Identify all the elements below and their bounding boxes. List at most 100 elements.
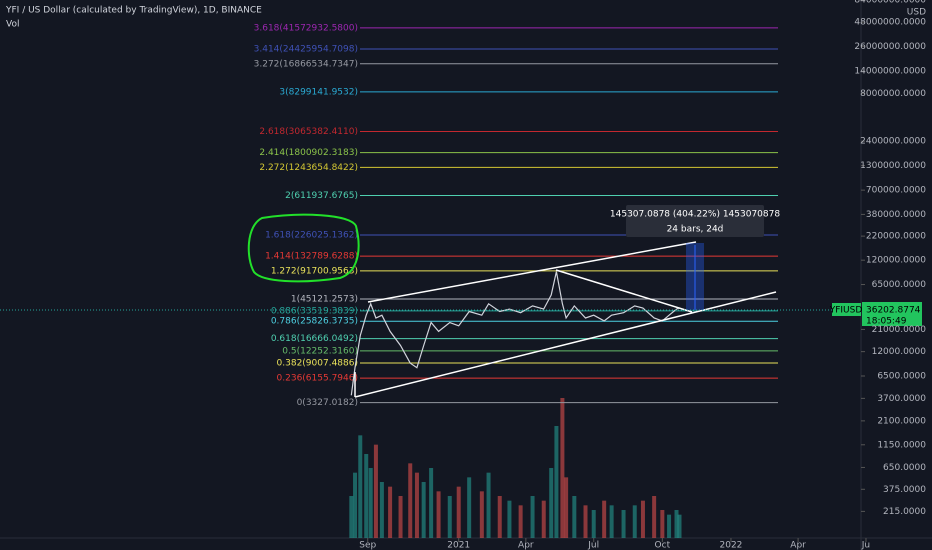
- volume-bar: [660, 510, 665, 538]
- volume-bar: [572, 496, 577, 538]
- trend-line: [555, 269, 693, 313]
- volume-bar: [530, 496, 535, 538]
- y-tick-label: 375.0000: [883, 485, 926, 495]
- fib-label: 3.272(16866534.7347): [254, 59, 358, 69]
- y-tick-label: 6500.0000: [877, 371, 926, 381]
- volume-bar: [479, 491, 484, 538]
- volume-bar: [507, 500, 512, 538]
- y-tick-label: 12000.0000: [872, 347, 927, 357]
- volume-bar: [408, 463, 413, 538]
- volume-bar: [549, 468, 554, 538]
- countdown-text: 18:05:49: [866, 317, 907, 327]
- y-tick-label: 3700.0000: [877, 394, 926, 404]
- axis-unit: USD: [907, 8, 926, 18]
- volume-bar: [632, 505, 637, 538]
- header-title: YFI / US Dollar (calculated by TradingVi…: [5, 6, 262, 16]
- fib-label: 0.236(6155.7946): [277, 374, 358, 384]
- y-tick-label: 120000.0000: [866, 256, 926, 266]
- y-tick-label: 700000.0000: [866, 186, 926, 196]
- volume-bar: [456, 486, 461, 538]
- fib-label: 3.618(41572932.5800): [254, 23, 358, 33]
- y-tick-label: 220000.0000: [866, 232, 926, 242]
- volume-bar: [667, 514, 672, 538]
- y-tick-label: 65000.0000: [872, 280, 927, 290]
- volume-bar: [447, 496, 452, 538]
- volume-bar: [486, 472, 491, 538]
- x-tick-label: Oct: [655, 541, 671, 550]
- volume-bar: [421, 482, 426, 538]
- x-tick-label: Apr: [790, 541, 806, 550]
- measure-text: 24 bars, 24d: [667, 225, 724, 235]
- fib-label: 0.618(16666.0492): [271, 334, 358, 344]
- y-tick-label: 2400000.0000: [860, 137, 926, 147]
- y-tick-label: 14000000.0000: [854, 67, 926, 77]
- volume-bar: [364, 454, 369, 538]
- y-tick-label: 1150.0000: [877, 440, 926, 450]
- y-tick-label: 84000000.0000: [854, 0, 926, 6]
- measure-box: [626, 205, 764, 237]
- volume-bar: [349, 496, 354, 538]
- volume-bar: [541, 500, 546, 538]
- fib-label: 3(8299141.9532): [279, 87, 358, 97]
- y-tick-label: 380000.0000: [866, 210, 926, 220]
- symbol-tag-text: YFIUSD: [829, 306, 863, 316]
- volume-bar: [640, 500, 645, 538]
- y-tick-label: 1300000.0000: [860, 161, 926, 171]
- x-tick-label: Apr: [518, 541, 534, 550]
- fib-label: 1(45121.2573): [291, 295, 358, 305]
- price-tag: [862, 302, 922, 326]
- volume-bar: [621, 510, 626, 538]
- fib-label: 0.786(25826.3735): [271, 317, 358, 327]
- volume-bar: [429, 468, 434, 538]
- symbol-tag: [832, 303, 861, 316]
- volume-bar: [414, 472, 419, 538]
- volume-bar: [436, 491, 441, 538]
- volume-bar: [398, 496, 403, 538]
- volume-bar: [358, 435, 363, 538]
- y-tick-label: 21000.0000: [872, 325, 927, 335]
- y-tick-label: 215.0000: [883, 507, 926, 517]
- volume-bar: [497, 496, 502, 538]
- volume-bar: [677, 514, 682, 538]
- price-tag-text: 36202.8774: [866, 306, 921, 316]
- volume-bar: [353, 472, 358, 538]
- y-tick-label: 8000000.0000: [860, 89, 926, 99]
- x-tick-label: Jul: [587, 541, 599, 550]
- volume-bar: [368, 468, 373, 538]
- x-tick-label: 2022: [720, 541, 743, 550]
- volume-layer: [349, 398, 682, 538]
- volume-bar: [602, 500, 607, 538]
- fib-label: 2.618(3065382.4110): [259, 127, 358, 137]
- volume-bar: [554, 426, 559, 538]
- measure-text: 145307.0878 (404.22%) 1453070878: [610, 210, 780, 220]
- volume-bar: [388, 486, 393, 538]
- y-tick-label: 48000000.0000: [854, 18, 926, 28]
- fib-label: 3.414(24425954.7098): [254, 45, 358, 55]
- indicator-label: Vol: [6, 20, 19, 30]
- x-tick-label: Ju: [861, 541, 870, 550]
- volume-bar: [373, 444, 378, 538]
- highlight-circle: [247, 213, 360, 283]
- fib-label: 0.382(9007.4886): [277, 359, 358, 369]
- volume-bar: [674, 510, 679, 538]
- volume-bar: [583, 505, 588, 538]
- fib-layer: 3.618(41572932.5800) 3.414(24425954.7098)…: [254, 23, 778, 408]
- volume-bar: [564, 477, 569, 538]
- y-tick-label: 26000000.0000: [854, 42, 926, 52]
- fib-label: 1.618(226025.1362): [265, 231, 358, 241]
- y-tick-label: 650.0000: [883, 463, 926, 473]
- fib-label: 2.414(1800902.3183): [259, 148, 358, 158]
- x-tick-label: Sep: [359, 541, 376, 550]
- volume-bar: [652, 496, 657, 538]
- fib-label: 2(611937.6765): [285, 191, 358, 201]
- fib-label: 1.272(91700.9563): [271, 266, 358, 276]
- fib-label: 0.886(33519.3839): [271, 306, 358, 316]
- volume-bar: [560, 398, 565, 538]
- volume-bar: [467, 477, 472, 538]
- volume-bar: [609, 505, 614, 538]
- x-tick-label: 2021: [447, 541, 470, 550]
- fib-label: 0.5(12252.3160): [282, 346, 358, 356]
